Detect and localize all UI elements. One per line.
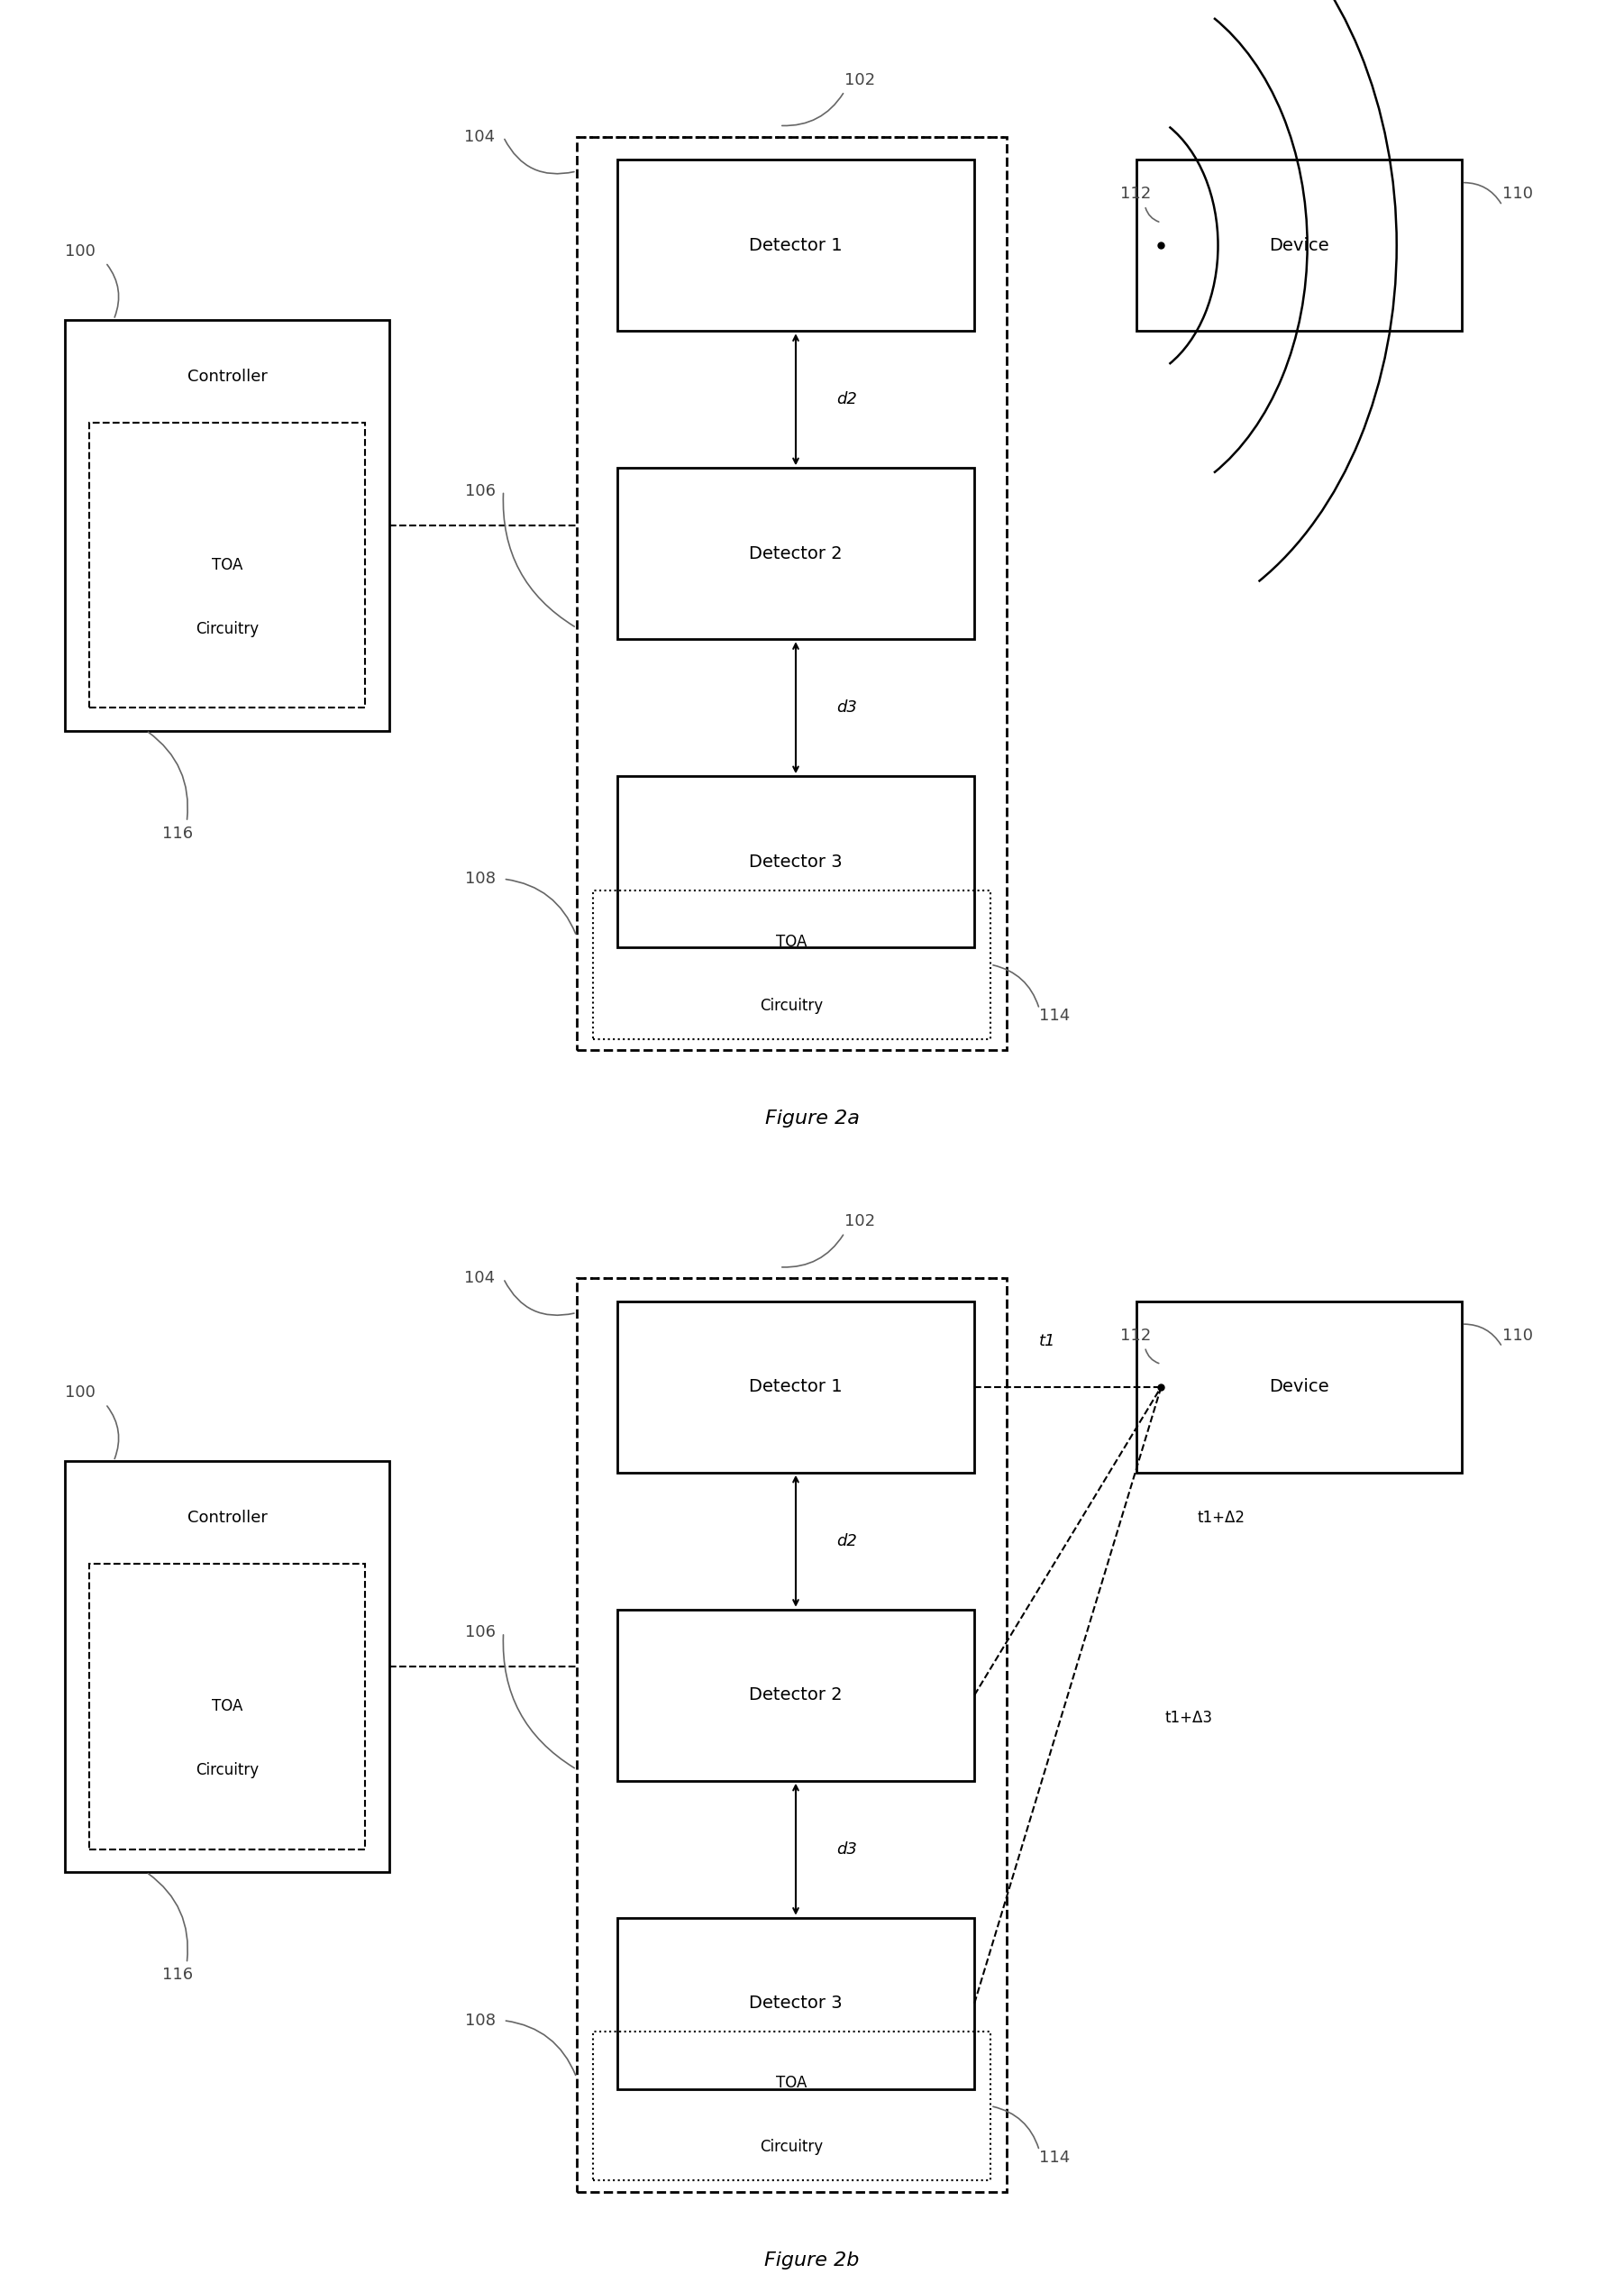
Text: 110: 110 — [1502, 185, 1533, 203]
Text: Device: Device — [1270, 1379, 1328, 1395]
FancyBboxPatch shape — [1137, 160, 1462, 331]
Text: 102: 102 — [844, 71, 875, 89]
Text: d2: d2 — [836, 390, 857, 409]
Text: 116: 116 — [162, 1966, 193, 1984]
Text: Circuitry: Circuitry — [760, 998, 823, 1014]
Text: Circuitry: Circuitry — [197, 621, 258, 637]
FancyBboxPatch shape — [65, 320, 390, 731]
Text: Circuitry: Circuitry — [197, 1762, 258, 1778]
Text: 108: 108 — [464, 870, 495, 888]
Text: 112: 112 — [1121, 1326, 1151, 1345]
Text: TOA: TOA — [211, 1699, 244, 1715]
FancyBboxPatch shape — [617, 468, 974, 639]
Text: 114: 114 — [1039, 2148, 1070, 2167]
Text: Detector 1: Detector 1 — [749, 237, 843, 253]
Text: 102: 102 — [844, 1212, 875, 1231]
Text: 116: 116 — [162, 824, 193, 842]
Text: 100: 100 — [65, 242, 96, 260]
Text: TOA: TOA — [211, 557, 244, 573]
Text: Detector 2: Detector 2 — [749, 546, 843, 562]
Text: d2: d2 — [836, 1532, 857, 1550]
Text: d3: d3 — [836, 1840, 857, 1858]
Text: Detector 2: Detector 2 — [749, 1687, 843, 1703]
Text: Detector 3: Detector 3 — [749, 854, 843, 870]
FancyBboxPatch shape — [617, 1610, 974, 1781]
FancyBboxPatch shape — [617, 776, 974, 947]
Text: Device: Device — [1270, 237, 1328, 253]
Text: 106: 106 — [464, 482, 495, 500]
Text: 112: 112 — [1121, 185, 1151, 203]
FancyBboxPatch shape — [65, 1461, 390, 1872]
Text: t1: t1 — [1039, 1333, 1056, 1349]
Text: TOA: TOA — [776, 934, 807, 950]
Text: Controller: Controller — [187, 368, 268, 386]
Text: Figure 2a: Figure 2a — [765, 1110, 859, 1128]
FancyBboxPatch shape — [617, 1301, 974, 1473]
Text: d3: d3 — [836, 699, 857, 717]
Text: 110: 110 — [1502, 1326, 1533, 1345]
Text: t1+Δ2: t1+Δ2 — [1199, 1509, 1246, 1527]
FancyBboxPatch shape — [617, 1918, 974, 2089]
Text: Controller: Controller — [187, 1509, 268, 1527]
Text: TOA: TOA — [776, 2075, 807, 2091]
Text: t1+Δ3: t1+Δ3 — [1166, 1710, 1213, 1726]
Text: 114: 114 — [1039, 1007, 1070, 1025]
Text: 104: 104 — [464, 1269, 495, 1288]
Text: Figure 2b: Figure 2b — [765, 2251, 859, 2269]
Text: Detector 1: Detector 1 — [749, 1379, 843, 1395]
Text: 100: 100 — [65, 1383, 96, 1402]
FancyBboxPatch shape — [617, 160, 974, 331]
Text: 106: 106 — [464, 1623, 495, 1641]
Text: 108: 108 — [464, 2011, 495, 2030]
Text: Circuitry: Circuitry — [760, 2139, 823, 2155]
FancyBboxPatch shape — [1137, 1301, 1462, 1473]
Text: Detector 3: Detector 3 — [749, 1995, 843, 2011]
Text: 104: 104 — [464, 128, 495, 146]
